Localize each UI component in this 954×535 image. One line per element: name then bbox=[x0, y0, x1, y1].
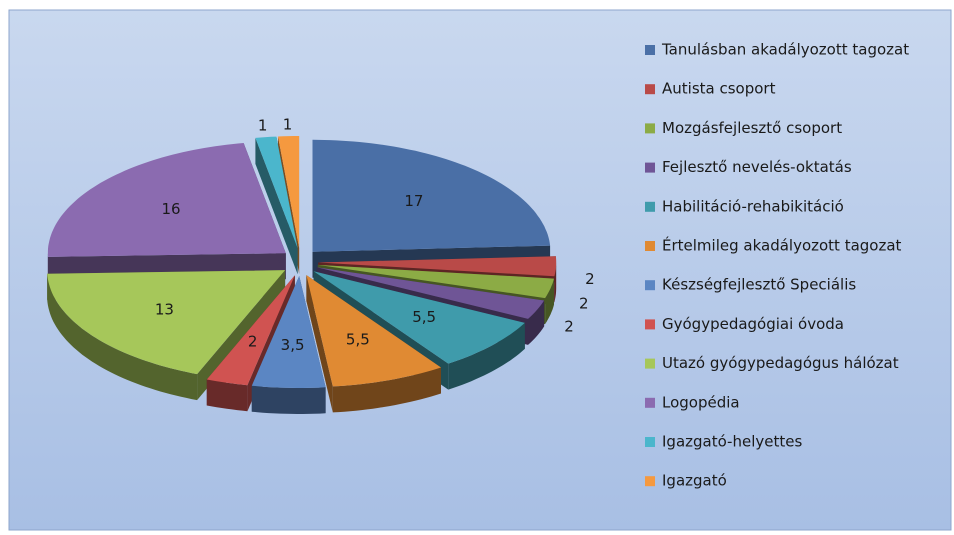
slice-wall bbox=[206, 379, 248, 412]
slice bbox=[255, 136, 298, 249]
legend-swatch bbox=[645, 201, 655, 212]
slice bbox=[278, 136, 300, 248]
slice bbox=[306, 275, 441, 387]
data-label: 2 bbox=[248, 332, 258, 350]
legend-label: Fejlesztő nevelés-oktatás bbox=[662, 158, 852, 176]
data-label: 13 bbox=[155, 300, 174, 318]
data-label: 1 bbox=[283, 115, 293, 133]
data-label: 1 bbox=[258, 117, 268, 135]
slice-wall bbox=[545, 278, 554, 325]
legend: Tanulásban akadályozott tagozat Autista c… bbox=[645, 41, 909, 490]
legend-swatch bbox=[645, 162, 655, 173]
legend-label: Logopédia bbox=[662, 393, 740, 411]
slice bbox=[312, 139, 551, 252]
slice bbox=[251, 276, 326, 388]
legend-swatch bbox=[645, 319, 655, 330]
legend-swatch bbox=[645, 358, 655, 369]
legend-swatch bbox=[645, 437, 655, 447]
data-label: 2 bbox=[564, 318, 574, 336]
legend-label: Tanulásban akadályozott tagozat bbox=[661, 41, 909, 59]
slice bbox=[313, 271, 525, 364]
slice-wall bbox=[47, 273, 198, 401]
slice bbox=[206, 275, 295, 386]
data-label: 2 bbox=[579, 294, 589, 312]
legend-label: Igazgató bbox=[662, 472, 727, 490]
legend-label: Értelmileg akadályozott tagozat bbox=[662, 236, 902, 255]
data-label: 2 bbox=[585, 270, 595, 288]
slice-wall bbox=[251, 385, 326, 414]
legend-label: Mozgásfejlesztő csoport bbox=[662, 119, 842, 137]
data-label: 17 bbox=[404, 192, 423, 210]
slice-wall bbox=[448, 322, 525, 390]
slice bbox=[317, 264, 554, 299]
legend-label: Készségfejlesztő Speciális bbox=[662, 276, 856, 294]
legend-swatch bbox=[645, 397, 655, 408]
legend-label: Igazgató-helyettes bbox=[662, 433, 802, 451]
legend-label: Habilitáció-rehabikitáció bbox=[662, 197, 844, 215]
legend-label: Utazó gyógypedagógus hálózat bbox=[662, 354, 899, 372]
data-label: 16 bbox=[162, 200, 181, 218]
legend-swatch bbox=[645, 123, 655, 134]
slice-side bbox=[306, 275, 333, 413]
legend-label: Autista csoport bbox=[662, 80, 776, 98]
slice-wall bbox=[528, 300, 545, 345]
legend-swatch bbox=[645, 84, 655, 95]
slice bbox=[47, 143, 286, 257]
slice-wall bbox=[332, 367, 441, 413]
data-label: 5,5 bbox=[346, 331, 370, 349]
slice-side bbox=[255, 137, 298, 275]
slice bbox=[318, 256, 557, 277]
legend-swatch bbox=[645, 241, 655, 251]
slice bbox=[316, 267, 545, 319]
slice-wall bbox=[554, 262, 557, 303]
legend-swatch bbox=[645, 45, 655, 55]
data-label: 5,5 bbox=[412, 308, 436, 326]
data-label: 3,5 bbox=[281, 336, 305, 354]
legend-swatch bbox=[645, 280, 655, 291]
slice bbox=[47, 270, 286, 375]
legend-label: Gyógypedagógiai óvoda bbox=[662, 315, 844, 333]
legend-swatch bbox=[645, 476, 655, 487]
